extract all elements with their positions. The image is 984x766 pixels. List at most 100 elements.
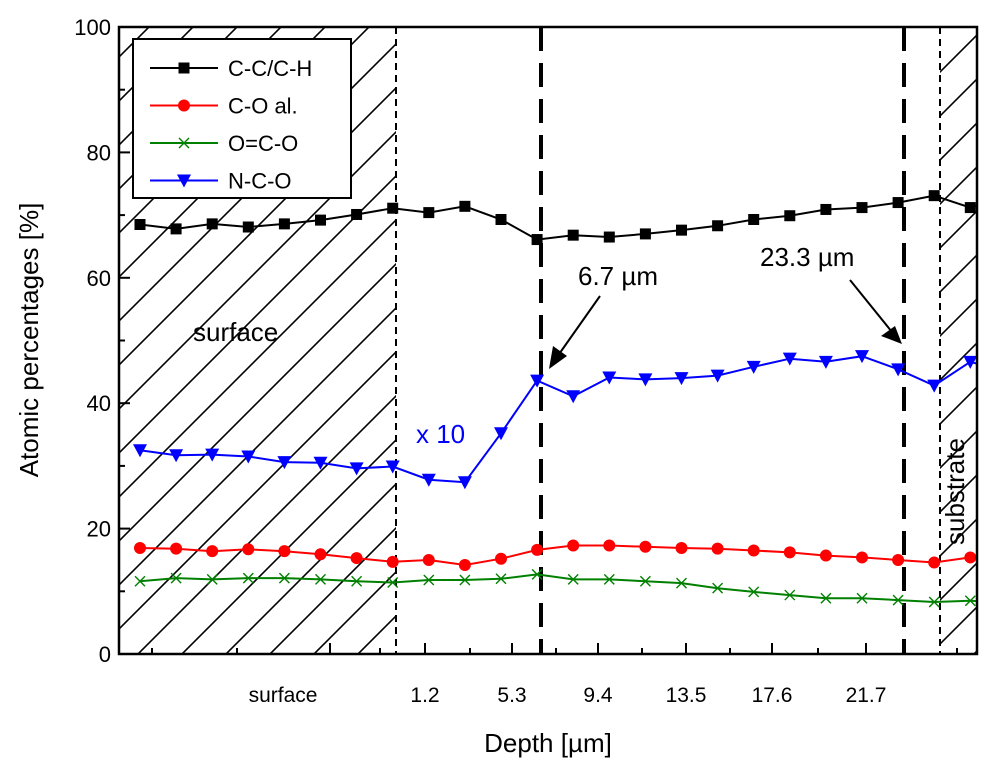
data-point-o-c-o (315, 573, 326, 585)
x-tick-label: 1.2 (410, 684, 439, 707)
data-point-c-c-c-h (928, 190, 940, 202)
y-axis-title: Atomic percentages [%] (14, 203, 44, 478)
data-point-o-c-o (928, 596, 940, 608)
data-point-n-c-o (602, 371, 617, 385)
data-point-o-c-o (712, 582, 724, 594)
data-point-c-c-c-h (639, 228, 651, 240)
data-point-o-c-o (495, 573, 507, 585)
data-point-o-c-o (676, 577, 687, 589)
x-axis-title: Depth [µm] (484, 728, 612, 758)
data-point-c-o-al (350, 552, 363, 565)
data-point-o-c-o (423, 574, 435, 586)
data-point-o-c-o (856, 592, 868, 604)
data-point-n-c-o (530, 374, 545, 388)
y-tick-label: 0 (99, 642, 111, 667)
arrow-head-depth-6-7 (549, 346, 567, 369)
data-point-n-c-o (385, 460, 400, 474)
legend-box (132, 38, 352, 199)
data-point-c-c-c-h (676, 224, 687, 236)
data-point-c-o-al (458, 558, 471, 571)
data-point-o-c-o (351, 575, 363, 587)
legend-label-c-o-al: C-O al. (228, 94, 298, 119)
arrow-head-depth-23-3 (881, 326, 902, 344)
data-point-c-o-al (242, 543, 255, 556)
legend-marker-o-c-o (178, 137, 190, 149)
data-point-n-c-o (457, 476, 472, 490)
data-point-n-c-o (891, 363, 906, 377)
annotation-depth-23-3: 23.3 µm (760, 242, 854, 272)
legend-label-o-c-o: O=C-O (228, 131, 298, 156)
y-tick-label: 80 (87, 140, 111, 165)
data-point-c-c-c-h (315, 214, 326, 226)
data-point-n-c-o (421, 473, 436, 487)
data-point-c-c-c-h (459, 200, 471, 212)
annotation-substrate: substrate (940, 438, 970, 545)
data-point-n-c-o (818, 355, 833, 369)
data-point-o-c-o (964, 595, 976, 607)
data-point-c-c-c-h (423, 207, 435, 219)
data-point-c-c-c-h (820, 203, 832, 215)
data-point-o-c-o (278, 572, 290, 584)
x-tick-label: surface (249, 684, 318, 707)
data-point-n-c-o (855, 350, 869, 364)
annotation-depth-6-7: 6.7 µm (578, 261, 658, 291)
data-point-n-c-o (746, 360, 761, 374)
data-point-o-c-o (387, 577, 399, 589)
data-point-n-c-o (133, 444, 147, 458)
data-point-c-o-al (531, 543, 544, 556)
data-point-n-c-o (241, 450, 256, 464)
data-point-c-o-al (495, 552, 507, 565)
legend-label-n-c-o: N-C-O (228, 169, 292, 194)
data-point-n-c-o (963, 355, 977, 369)
data-point-o-c-o (206, 573, 218, 585)
data-point-c-o-al (819, 549, 832, 562)
legend-marker-c-o-al (178, 99, 190, 112)
data-point-c-c-c-h (242, 221, 254, 233)
data-point-o-c-o (892, 594, 904, 606)
data-point-c-c-c-h (964, 202, 976, 214)
data-point-c-c-c-h (856, 202, 868, 214)
data-point-n-c-o (205, 448, 220, 462)
arrow-depth-6-7 (556, 295, 601, 358)
data-point-c-o-al (278, 545, 291, 558)
data-point-n-c-o (349, 462, 364, 476)
data-point-c-c-c-h (495, 213, 507, 225)
data-point-c-c-c-h (567, 229, 579, 241)
data-point-n-c-o (566, 390, 581, 404)
y-tick-label: 40 (87, 391, 111, 416)
data-point-n-c-o (710, 369, 725, 383)
data-point-n-c-o (674, 372, 689, 386)
annotation-surface: surface (193, 317, 278, 347)
data-point-o-c-o (134, 575, 146, 587)
legend-label-c-c-c-h: C-C/C-H (228, 56, 312, 81)
data-point-c-c-c-h (748, 213, 760, 225)
data-point-n-c-o (927, 379, 942, 393)
data-point-c-o-al (170, 542, 183, 555)
annotation-x10: x 10 (416, 419, 465, 449)
legend-marker-c-c-c-h (178, 62, 190, 74)
data-point-c-o-al (783, 546, 796, 559)
x-tick-label: 13.5 (666, 684, 707, 707)
y-tick-label: 20 (87, 517, 111, 542)
data-point-c-c-c-h (134, 219, 146, 231)
data-point-o-c-o (748, 586, 760, 598)
data-point-n-c-o (638, 373, 653, 387)
data-point-c-c-c-h (531, 234, 543, 246)
data-point-n-c-o (313, 456, 328, 470)
data-point-c-o-al (928, 556, 941, 569)
data-point-c-c-c-h (784, 210, 796, 222)
data-point-o-c-o (567, 573, 579, 585)
data-point-c-o-al (711, 542, 724, 555)
x-tick-label: 5.3 (497, 684, 526, 707)
data-point-c-o-al (892, 553, 905, 566)
data-point-c-o-al (675, 542, 688, 555)
data-point-c-o-al (134, 542, 146, 555)
data-point-c-o-al (639, 540, 652, 553)
x-tick-label: 21.7 (846, 684, 887, 707)
data-point-c-c-c-h (387, 202, 399, 214)
data-point-c-c-c-h (892, 197, 904, 209)
x-tick-label: 9.4 (583, 684, 613, 707)
data-point-c-c-c-h (351, 208, 363, 220)
y-tick-label: 100 (74, 15, 111, 40)
